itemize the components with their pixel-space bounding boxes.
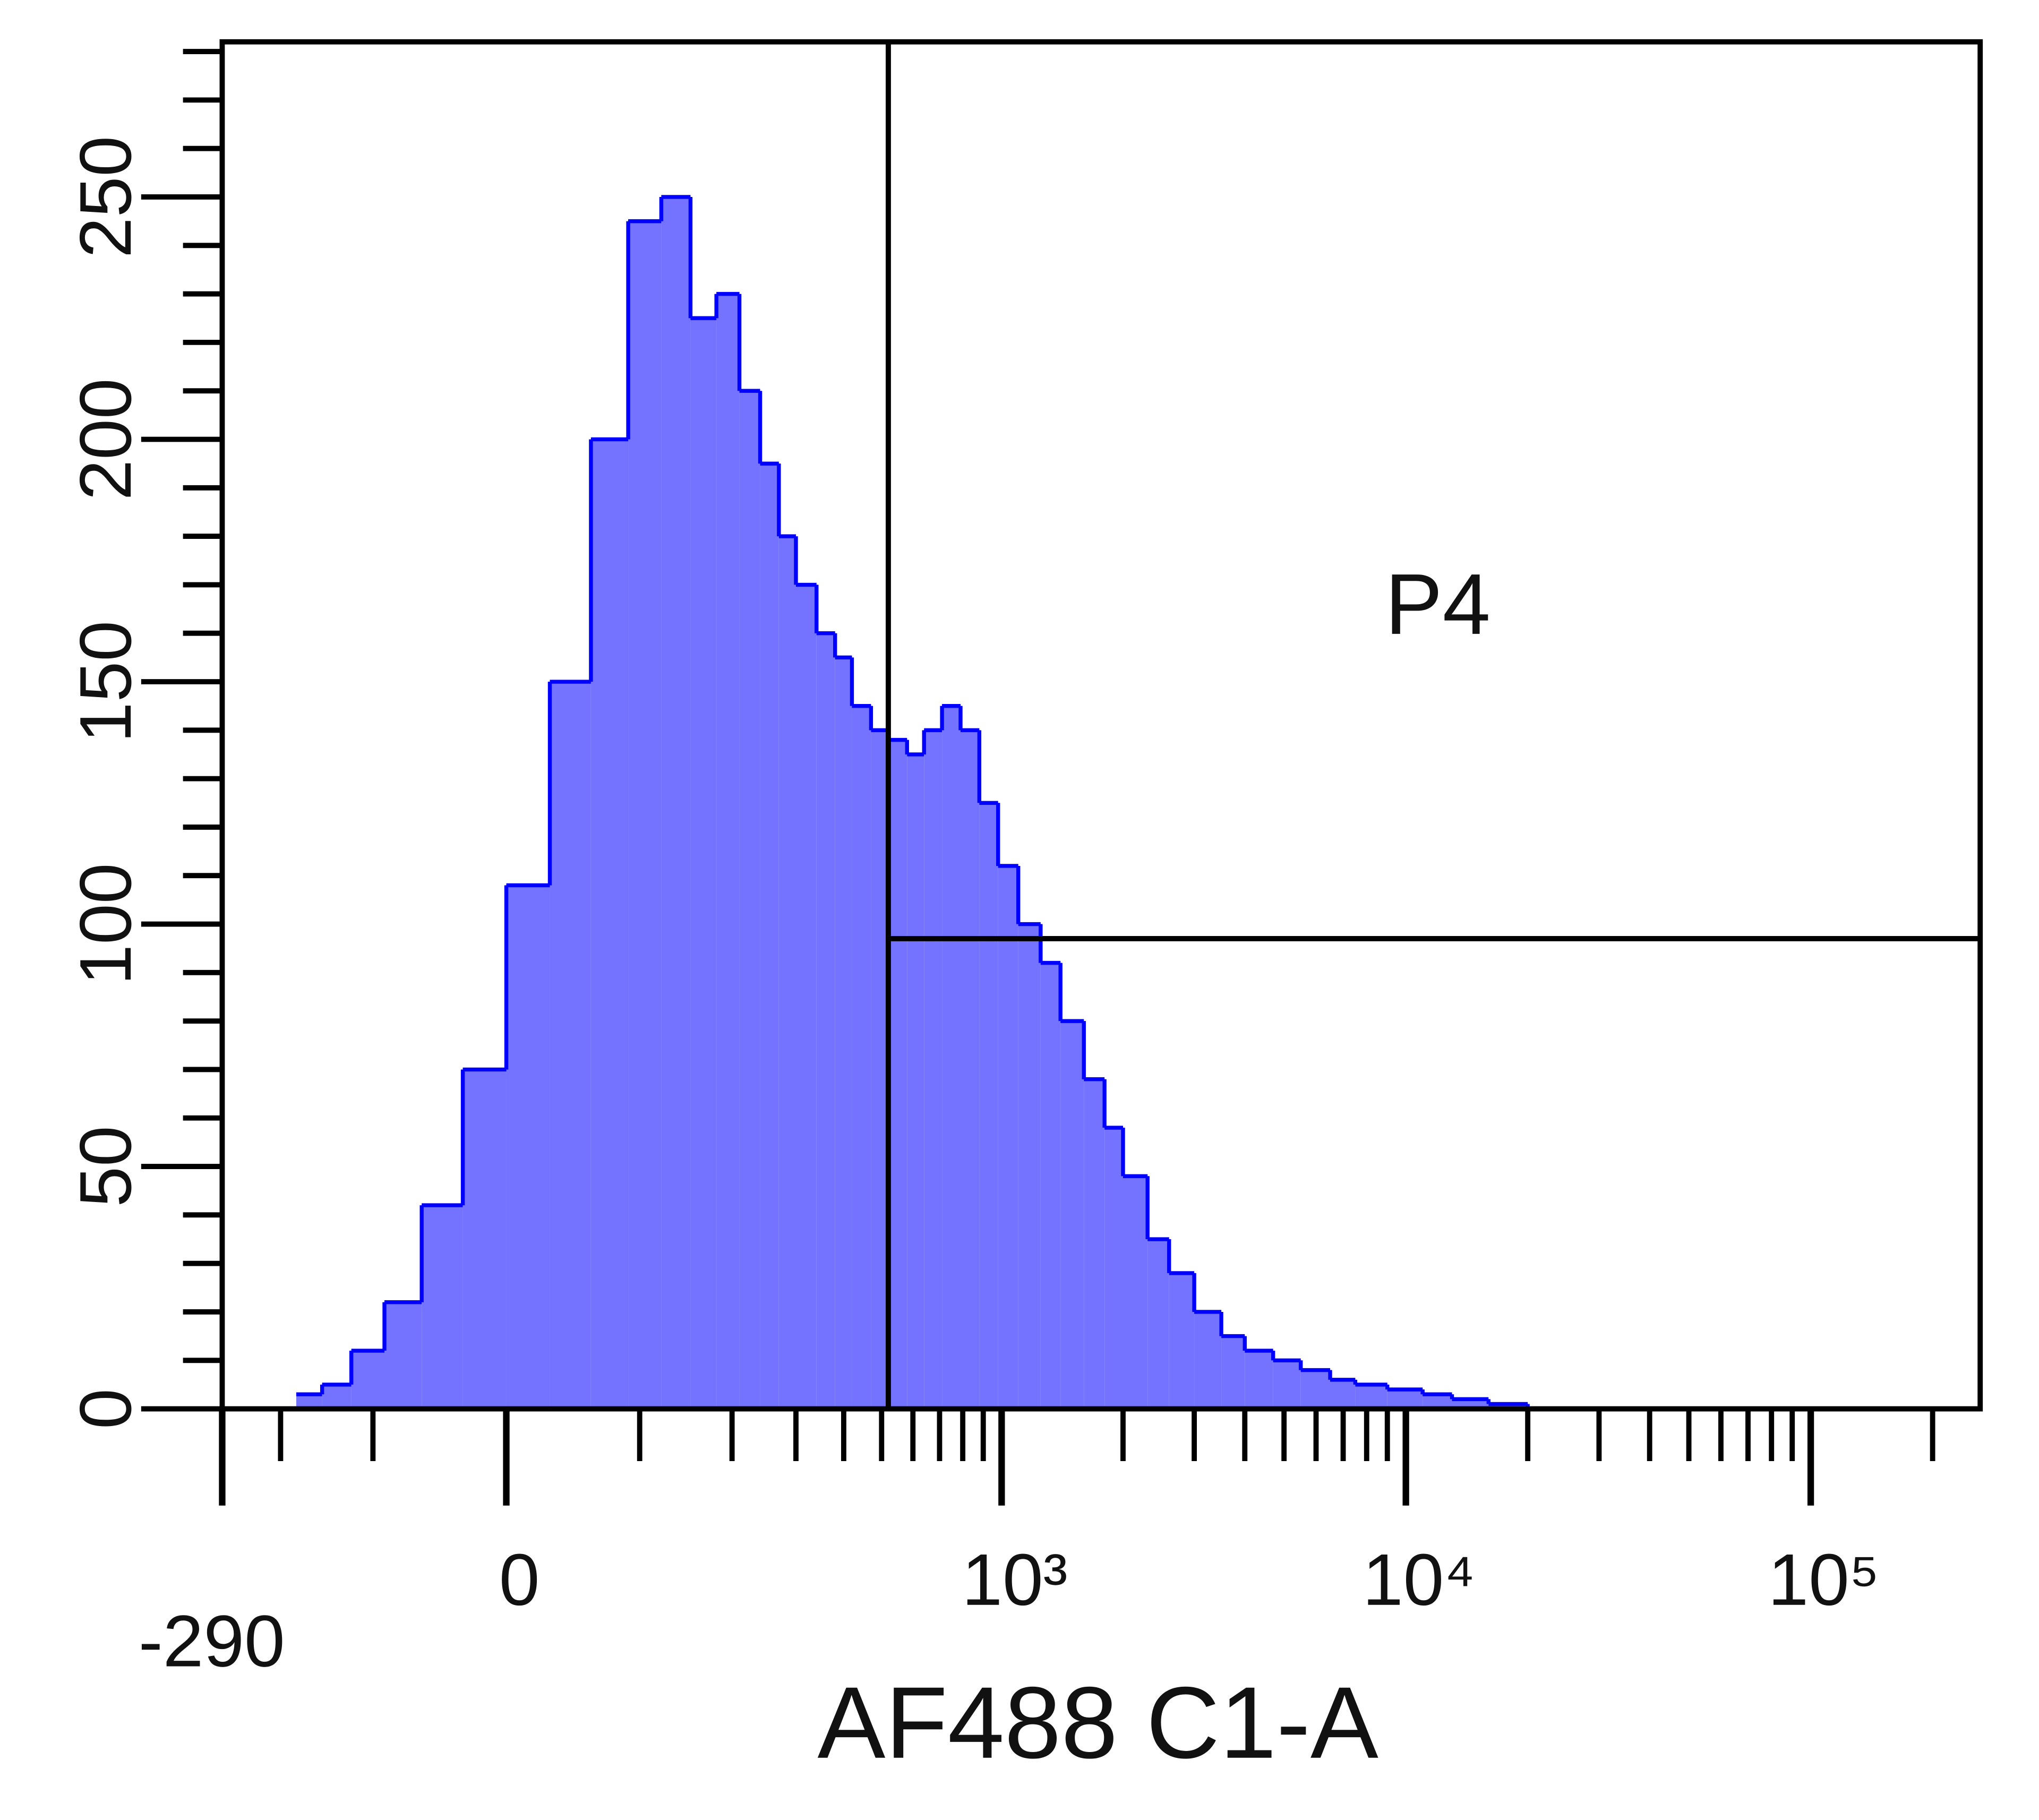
bar	[506, 885, 550, 1409]
bar	[1060, 1021, 1084, 1409]
gate-label: P4	[1385, 556, 1490, 653]
bar	[1084, 1079, 1105, 1409]
x-tick-label: 0	[499, 1539, 540, 1621]
bar	[852, 706, 871, 1409]
bar	[550, 682, 591, 1409]
bar	[1169, 1273, 1195, 1409]
plot-frame	[219, 39, 1983, 1412]
bar	[1273, 1360, 1301, 1409]
bar	[907, 754, 924, 1409]
bar	[422, 1205, 463, 1409]
x-tick-label: 10⁴	[1363, 1539, 1476, 1621]
bar	[1040, 963, 1061, 1409]
bar	[661, 196, 691, 1409]
bar	[690, 318, 717, 1409]
bar	[1194, 1311, 1222, 1409]
bar	[1245, 1351, 1273, 1409]
axes: 0 50 100 150 200 250 -290 0 10³ 10⁴ 10⁵ P4	[65, 41, 1981, 1682]
bar	[1123, 1176, 1148, 1409]
bar	[716, 294, 740, 1409]
bar	[924, 730, 943, 1409]
bar	[888, 740, 907, 1409]
y-tick-label: 150	[65, 621, 147, 743]
bar	[760, 463, 779, 1409]
bar	[1330, 1379, 1356, 1409]
x-tick-label: 10⁵	[1768, 1539, 1879, 1621]
bar	[1387, 1389, 1423, 1409]
bar	[835, 657, 852, 1409]
y-tick-label: 50	[65, 1126, 147, 1207]
bar	[739, 391, 760, 1409]
bar	[462, 1069, 507, 1409]
bar	[1018, 924, 1041, 1409]
bar	[384, 1302, 422, 1409]
bar	[628, 221, 662, 1409]
x-tick-label: -290	[139, 1600, 285, 1682]
bar	[1147, 1239, 1169, 1409]
y-tick-label: 100	[65, 863, 147, 985]
x-axis-title: AF488 C1-A	[817, 1666, 1378, 1780]
y-tick-label: 250	[65, 136, 147, 258]
bar	[1355, 1384, 1387, 1409]
bar	[778, 536, 796, 1409]
bar	[795, 585, 817, 1409]
y-tick-label: 200	[65, 379, 147, 501]
bar	[871, 730, 888, 1409]
bar	[1104, 1128, 1123, 1409]
bar	[942, 706, 961, 1409]
bar	[590, 439, 629, 1409]
bar	[1221, 1336, 1245, 1409]
bar	[998, 865, 1018, 1409]
bar	[1300, 1370, 1331, 1409]
bar	[351, 1351, 384, 1409]
histogram	[296, 195, 1689, 1411]
bar	[960, 730, 980, 1409]
bar	[816, 633, 835, 1409]
x-tick-label: 10³	[962, 1539, 1067, 1621]
bar	[979, 803, 998, 1409]
y-tick-label: 0	[65, 1388, 147, 1429]
bar	[322, 1384, 352, 1409]
